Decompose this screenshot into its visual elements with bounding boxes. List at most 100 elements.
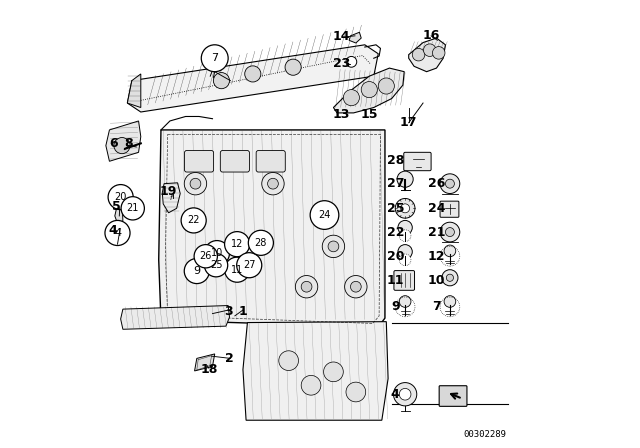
- Circle shape: [324, 362, 343, 382]
- FancyBboxPatch shape: [394, 271, 415, 290]
- Circle shape: [396, 198, 415, 218]
- Circle shape: [440, 222, 460, 242]
- FancyBboxPatch shape: [256, 151, 285, 172]
- Text: 14: 14: [333, 30, 350, 43]
- FancyBboxPatch shape: [440, 201, 459, 217]
- Circle shape: [433, 47, 445, 59]
- Circle shape: [399, 254, 411, 266]
- Polygon shape: [121, 306, 230, 329]
- Circle shape: [268, 178, 278, 189]
- Circle shape: [194, 245, 218, 268]
- Text: 17: 17: [400, 116, 417, 129]
- Text: 19: 19: [160, 185, 177, 198]
- Circle shape: [237, 253, 262, 278]
- Text: 9: 9: [391, 300, 399, 314]
- FancyBboxPatch shape: [404, 152, 431, 171]
- Polygon shape: [115, 202, 123, 228]
- Text: 20: 20: [387, 250, 404, 263]
- Circle shape: [323, 235, 344, 258]
- Text: 4: 4: [391, 388, 399, 401]
- Text: 00302289: 00302289: [463, 430, 506, 439]
- Circle shape: [213, 73, 230, 89]
- Circle shape: [114, 138, 130, 154]
- Text: 22: 22: [188, 215, 200, 225]
- Circle shape: [184, 172, 207, 195]
- Text: 25: 25: [210, 260, 222, 270]
- Text: 20: 20: [115, 192, 127, 202]
- Circle shape: [361, 82, 378, 98]
- Text: 27: 27: [387, 177, 404, 190]
- Circle shape: [398, 245, 412, 259]
- Circle shape: [412, 48, 425, 61]
- Circle shape: [446, 274, 454, 281]
- Circle shape: [398, 220, 412, 235]
- Text: 15: 15: [360, 108, 378, 121]
- Circle shape: [301, 281, 312, 292]
- Circle shape: [346, 56, 356, 67]
- Text: 12: 12: [428, 250, 445, 263]
- Text: 24: 24: [318, 210, 331, 220]
- FancyBboxPatch shape: [220, 151, 250, 172]
- Circle shape: [181, 208, 206, 233]
- Text: 21: 21: [127, 203, 139, 213]
- Circle shape: [399, 296, 411, 307]
- Circle shape: [444, 245, 456, 257]
- Polygon shape: [243, 322, 388, 420]
- Circle shape: [296, 276, 317, 298]
- Circle shape: [424, 44, 436, 56]
- Polygon shape: [163, 183, 180, 213]
- Circle shape: [225, 232, 250, 257]
- Text: 4: 4: [109, 224, 117, 237]
- Circle shape: [262, 172, 284, 195]
- Circle shape: [121, 197, 145, 220]
- Circle shape: [248, 230, 273, 255]
- Circle shape: [401, 204, 410, 213]
- Circle shape: [108, 185, 133, 210]
- Text: 9: 9: [193, 266, 200, 276]
- Polygon shape: [195, 354, 215, 371]
- Text: 21: 21: [428, 225, 445, 239]
- Circle shape: [351, 281, 361, 292]
- Text: 3: 3: [224, 305, 233, 318]
- Text: 8: 8: [124, 137, 132, 150]
- Polygon shape: [409, 38, 445, 72]
- Polygon shape: [127, 45, 378, 112]
- Text: 22: 22: [387, 225, 404, 239]
- Text: 11: 11: [231, 265, 243, 275]
- Text: 28: 28: [255, 238, 267, 248]
- Text: 11: 11: [387, 273, 404, 287]
- Text: 27: 27: [243, 260, 255, 270]
- Text: 13: 13: [333, 108, 350, 121]
- Circle shape: [301, 375, 321, 395]
- Circle shape: [444, 296, 456, 307]
- Text: 6: 6: [109, 137, 118, 150]
- Circle shape: [204, 254, 228, 277]
- Circle shape: [285, 59, 301, 75]
- Polygon shape: [333, 68, 404, 113]
- Text: 26: 26: [428, 177, 445, 190]
- Circle shape: [440, 174, 460, 194]
- Polygon shape: [349, 32, 361, 43]
- Text: f: f: [170, 195, 173, 202]
- Circle shape: [310, 201, 339, 229]
- Text: 7: 7: [432, 300, 441, 314]
- Polygon shape: [106, 121, 141, 161]
- Text: 23: 23: [333, 57, 350, 70]
- Circle shape: [344, 276, 367, 298]
- Circle shape: [445, 228, 454, 237]
- Circle shape: [190, 178, 201, 189]
- Circle shape: [399, 230, 411, 241]
- Text: 18: 18: [200, 363, 218, 376]
- Text: 24: 24: [428, 202, 445, 215]
- Circle shape: [394, 383, 417, 406]
- Text: 10: 10: [428, 273, 445, 287]
- Circle shape: [399, 388, 411, 400]
- Circle shape: [225, 257, 250, 282]
- Circle shape: [202, 45, 228, 72]
- Circle shape: [343, 90, 360, 106]
- Circle shape: [346, 382, 365, 402]
- Circle shape: [378, 78, 394, 94]
- Text: 10: 10: [211, 248, 223, 258]
- Circle shape: [442, 270, 458, 286]
- Text: 26: 26: [200, 251, 212, 261]
